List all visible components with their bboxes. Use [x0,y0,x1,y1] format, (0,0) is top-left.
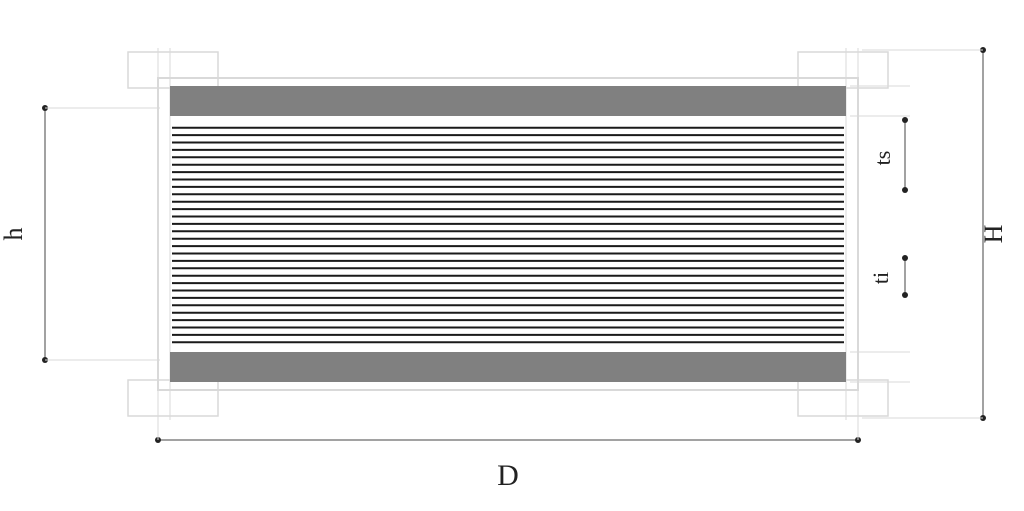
top-plate [170,86,846,116]
ti-dim-tick [902,292,908,298]
H-dim-label: H [979,224,1008,243]
D-dim-label: D [497,459,519,492]
ts-dim-tick [902,187,908,193]
ti-dim-label: ti [868,272,893,284]
ti-dim-tick [902,255,908,261]
bottom-plate [170,352,846,382]
ts-dim-tick [902,117,908,123]
technical-cross-section-diagram: h Hts ti D [0,0,1024,511]
h-dim-label: h [0,228,28,241]
canvas-background [0,0,1024,511]
ts-dim-label: ts [870,151,895,166]
